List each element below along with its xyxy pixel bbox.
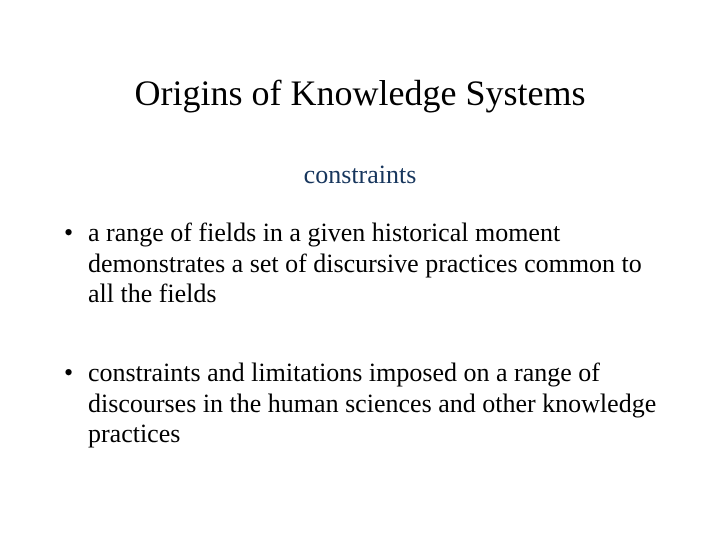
slide-subtitle: constraints (0, 160, 720, 190)
slide-title: Origins of Knowledge Systems (0, 72, 720, 114)
bullet-item: constraints and limitations imposed on a… (60, 358, 672, 450)
slide-body: a range of fields in a given historical … (60, 218, 672, 498)
slide: Origins of Knowledge Systems constraints… (0, 0, 720, 540)
bullet-item: a range of fields in a given historical … (60, 218, 672, 310)
bullet-list: a range of fields in a given historical … (60, 218, 672, 450)
